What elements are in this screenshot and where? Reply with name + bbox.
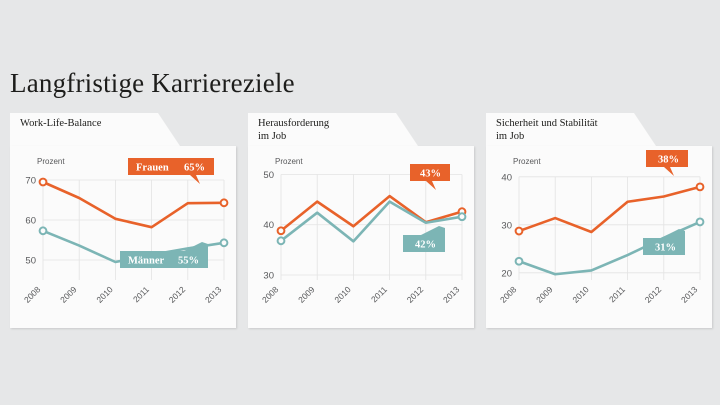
data-point-marker: [219, 198, 229, 208]
series-line-frauen: [517, 185, 702, 234]
data-point-marker: [695, 182, 705, 192]
line-chart-1: Prozent 30 40 50 2008 2009 2010 2011 2012 2013 43%…: [260, 157, 467, 305]
callout-value: 43%: [420, 169, 441, 180]
panel-tab-2[interactable]: Sicherheit und Stabilität im Job: [486, 113, 656, 146]
callout-shape: [646, 150, 688, 176]
x-axis-tick-label: 2008: [22, 284, 43, 305]
x-axis-tick-label: 2008: [498, 284, 519, 305]
callout-shape: [643, 229, 685, 255]
callout-label: Männer: [128, 256, 165, 267]
data-point-marker: [514, 226, 524, 236]
callout-Herausforderung-orange: 43%: [410, 164, 450, 190]
x-axis-tick-label: 2010: [94, 284, 115, 305]
data-point-marker: [276, 226, 286, 236]
x-axis-tick-label: 2011: [607, 284, 627, 304]
callout-value: 31%: [655, 243, 676, 254]
data-point-marker: [38, 177, 48, 187]
chart-card-1: Prozent 30 40 50 2008 2009 2010 2011 2012 2013 43%…: [248, 146, 474, 328]
panel-tab-label-line2: im Job: [496, 130, 525, 142]
callout-Sicherheit-orange: 38%: [646, 150, 688, 176]
line-chart-2: Prozent 20 30 40 2008 2009 2010 2011 2012 2013 38%…: [498, 150, 705, 305]
x-axis-tick-label: 2009: [534, 284, 555, 305]
x-axis-tick-label: 2012: [405, 284, 426, 305]
callout-shape: [403, 226, 445, 252]
callout-Männer: Männer 55%: [120, 242, 208, 268]
x-axis-tick-label: 2012: [643, 284, 664, 305]
y-axis-unit-label: Prozent: [513, 157, 541, 166]
data-point-marker: [276, 236, 286, 246]
callout-label: Frauen: [136, 163, 169, 174]
panel-tab-0[interactable]: Work-Life-Balance: [10, 113, 180, 146]
series-line-frauen: [41, 180, 226, 229]
y-axis-tick-label: 40: [501, 172, 512, 183]
x-axis-tick-label: 2013: [679, 284, 700, 305]
callout-value: 65%: [184, 163, 205, 174]
panels-container: Work-Life-Balance Prozent 50 60 70 2008 2009 2…: [10, 113, 712, 333]
x-axis-tick-label: 2013: [441, 284, 462, 305]
x-axis-tick-label: 2011: [131, 284, 151, 304]
callout-Frauen: Frauen 65%: [128, 158, 214, 184]
y-axis-unit-label: Prozent: [37, 157, 65, 166]
y-axis-tick-label: 40: [263, 220, 274, 231]
x-axis-tick-label: 2009: [296, 284, 317, 305]
x-axis-tick-label: 2011: [369, 284, 389, 304]
y-axis-tick-label: 30: [263, 270, 274, 281]
y-axis-tick-label: 30: [501, 220, 512, 231]
y-axis-tick-label: 60: [25, 216, 36, 227]
y-axis-tick-label: 50: [25, 256, 36, 267]
callout-shape: [120, 242, 208, 268]
data-point-marker: [695, 217, 705, 227]
page-title: Langfristige Karriereziele: [10, 68, 295, 98]
line-chart-0: Prozent 50 60 70 2008 2009 2010 2011 2012 2013 Fra…: [22, 157, 229, 305]
panel-tab-label-line1: Sicherheit und Stabilität: [496, 118, 598, 129]
series-line-frauen: [279, 194, 464, 233]
callout-shape: [128, 158, 214, 184]
x-axis-tick-label: 2010: [570, 284, 591, 305]
x-axis-tick-label: 2013: [203, 284, 224, 305]
panel-tab-1[interactable]: Herausforderung im Job: [248, 113, 418, 146]
data-point-marker: [514, 256, 524, 266]
panel-herausforderung: Herausforderung im Job Prozent 30 40 50 2008…: [248, 113, 474, 333]
x-axis-tick-label: 2009: [58, 284, 79, 305]
panel-tab-label-line1: Work-Life-Balance: [20, 118, 102, 129]
callout-value: 55%: [178, 256, 199, 267]
x-axis-tick-label: 2010: [332, 284, 353, 305]
x-axis-tick-label: 2008: [260, 284, 281, 305]
data-point-marker: [38, 226, 48, 236]
panel-sicherheit-stabilitaet: Sicherheit und Stabilität im Job Prozent…: [486, 113, 712, 333]
y-axis-tick-label: 50: [263, 170, 274, 181]
y-axis-tick-label: 20: [501, 268, 512, 279]
chart-card-2: Prozent 20 30 40 2008 2009 2010 2011 2012 2013 38%…: [486, 146, 712, 328]
y-axis-unit-label: Prozent: [275, 157, 303, 166]
data-point-marker: [457, 212, 467, 222]
panel-work-life-balance: Work-Life-Balance Prozent 50 60 70 2008 2009 2…: [10, 113, 236, 333]
panel-tab-label-line2: im Job: [258, 130, 287, 142]
callout-Sicherheit-teal: 31%: [643, 229, 685, 255]
chart-card-0: Prozent 50 60 70 2008 2009 2010 2011 2012 2013 Fra…: [10, 146, 236, 328]
x-axis-tick-label: 2012: [167, 284, 188, 305]
panel-tab-label-line1: Herausforderung: [258, 118, 330, 129]
callout-value: 42%: [415, 240, 436, 251]
series-line-männer: [279, 200, 464, 243]
callout-shape: [410, 164, 450, 190]
y-axis-tick-label: 70: [25, 176, 36, 187]
callout-value: 38%: [658, 155, 679, 166]
callout-Herausforderung-teal: 42%: [403, 226, 445, 252]
data-point-marker: [219, 238, 229, 248]
